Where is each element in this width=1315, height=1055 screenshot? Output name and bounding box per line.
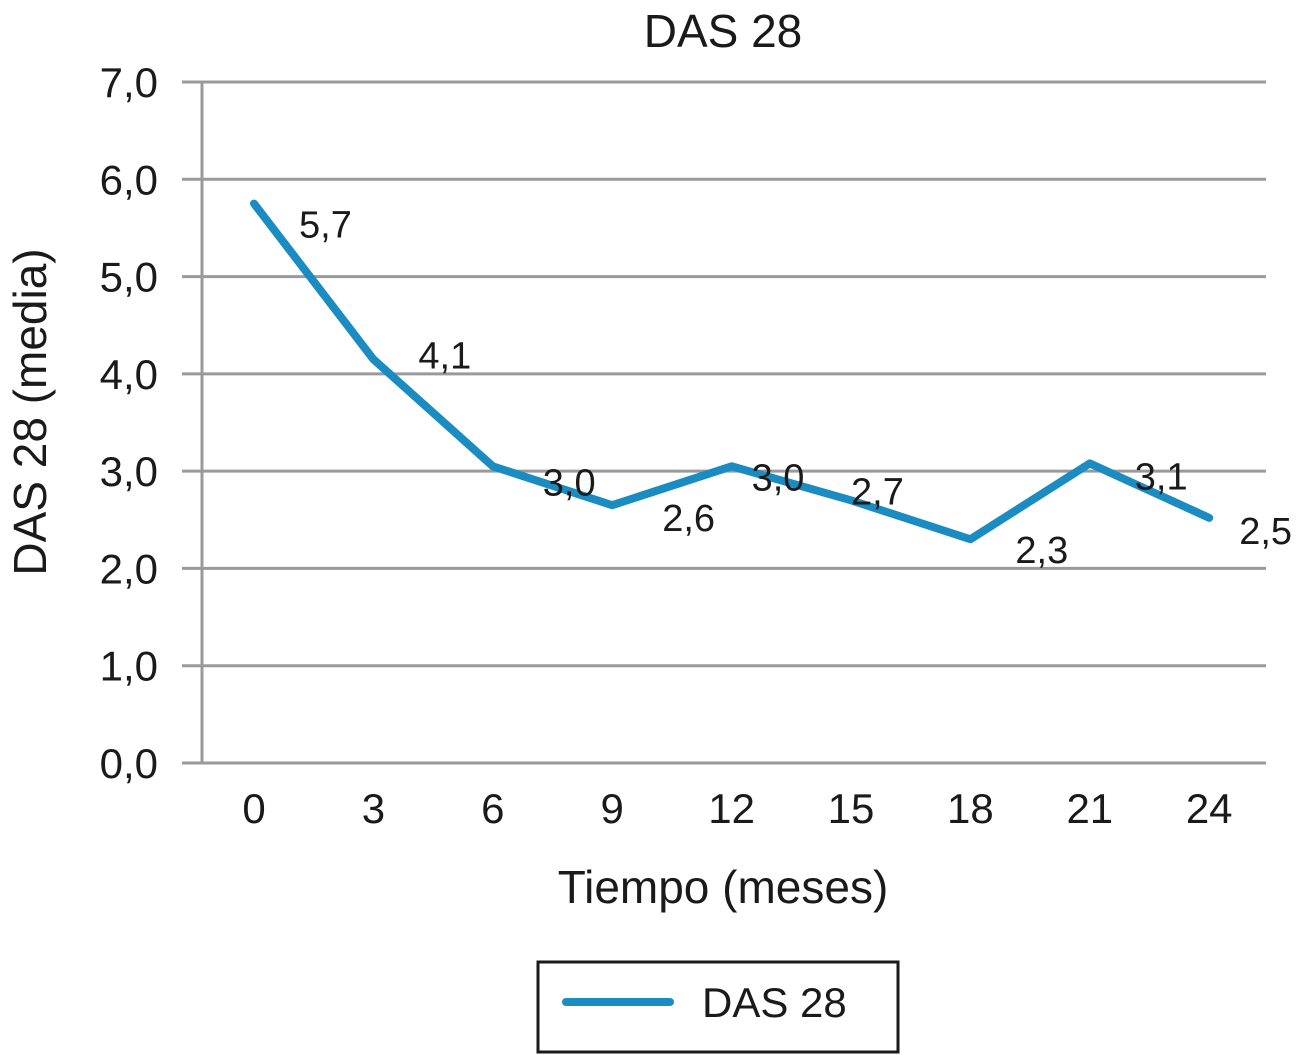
- x-tick-label: 18: [947, 785, 994, 832]
- legend-label: DAS 28: [702, 979, 847, 1026]
- x-tick-label: 12: [708, 785, 755, 832]
- legend-box: [536, 960, 900, 1054]
- data-label: 4,1: [418, 335, 471, 377]
- x-tick-label: 24: [1186, 785, 1233, 832]
- y-tick-label: 0,0: [100, 740, 158, 787]
- x-tick-label: 15: [828, 785, 875, 832]
- data-label: 2,7: [851, 471, 904, 513]
- gridlines: [182, 80, 1266, 765]
- y-tick-label: 1,0: [100, 643, 158, 690]
- y-tick-label: 2,0: [100, 545, 158, 592]
- x-axis-label: Tiempo (meses): [558, 861, 889, 913]
- y-tick-label: 6,0: [100, 156, 158, 203]
- data-label: 3,0: [543, 462, 596, 504]
- x-tick-label: 6: [481, 785, 504, 832]
- data-label: 3,0: [752, 457, 805, 499]
- data-label: 2,6: [662, 498, 715, 540]
- x-tick-label: 21: [1066, 785, 1113, 832]
- legend: DAS 28: [536, 960, 900, 1054]
- x-tick-label: 9: [601, 785, 624, 832]
- y-axis-label: DAS 28 (media): [4, 248, 56, 575]
- data-labels: 5,7 4,1 3,0 2,6 3,0 2,7 2,3 3,1 2,5: [299, 205, 1292, 573]
- y-tick-label: 3,0: [100, 448, 158, 495]
- y-tick-labels: 0,0 1,0 2,0 3,0 4,0 5,0 6,0 7,0: [100, 59, 158, 787]
- x-tick-labels: 0 3 6 9 12 15 18 21 24: [242, 785, 1232, 832]
- data-label: 2,5: [1239, 511, 1292, 553]
- data-label: 5,7: [299, 205, 352, 247]
- data-label: 3,1: [1135, 456, 1188, 498]
- x-tick-label: 3: [362, 785, 385, 832]
- y-tick-label: 7,0: [100, 59, 158, 106]
- x-tick-label: 0: [242, 785, 265, 832]
- series-line: [250, 199, 1214, 544]
- data-label: 2,3: [1015, 530, 1068, 572]
- y-tick-label: 4,0: [100, 351, 158, 398]
- series-das28: [250, 199, 1214, 544]
- chart-title: DAS 28: [644, 5, 803, 57]
- y-tick-label: 5,0: [100, 254, 158, 301]
